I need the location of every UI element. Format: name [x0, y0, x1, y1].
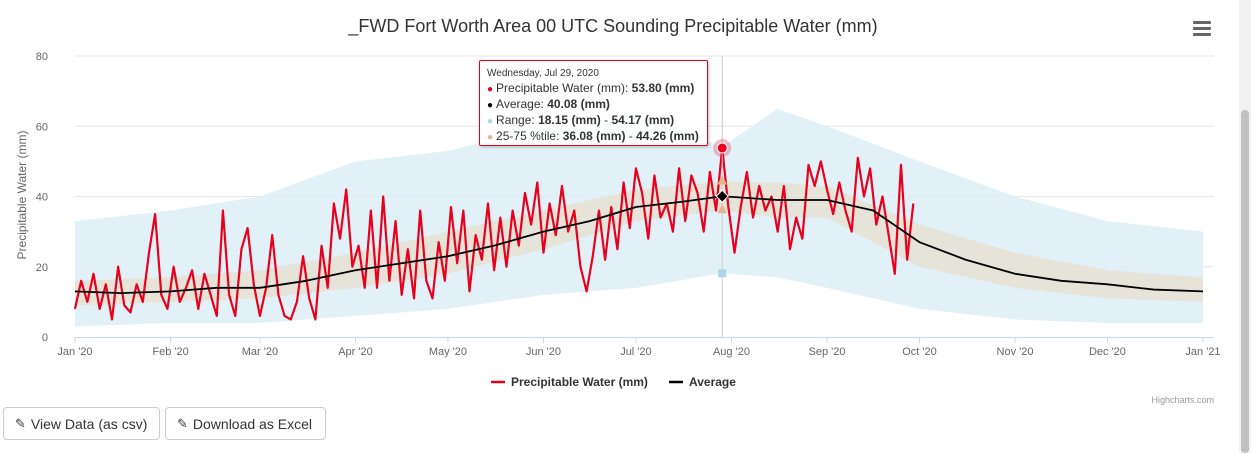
y-tick-label: 20	[36, 262, 48, 274]
legend-item-label[interactable]: Precipitable Water (mm)	[511, 375, 648, 389]
view-data-csv-button[interactable]: ✎ View Data (as csv)	[3, 407, 160, 440]
tooltip-row-observed: ● Precipitable Water (mm): 53.80 (mm)	[487, 81, 695, 95]
average-line	[74, 195, 1204, 294]
x-tick-label: May '20	[429, 346, 467, 358]
x-tick-label: Sep '20	[809, 346, 846, 358]
credits[interactable]: Highcharts.com	[1151, 395, 1214, 405]
series-lines	[73, 146, 1204, 321]
tooltip-value: 53.80 (mm)	[631, 81, 695, 95]
legend: Precipitable Water (mm) Average	[491, 375, 736, 389]
pencil-icon: ✎	[177, 415, 188, 431]
page-scrollbar[interactable]	[1239, 0, 1251, 453]
precipitable-water-line	[73, 146, 915, 321]
average-marker	[715, 189, 729, 203]
hover-markers	[713, 139, 732, 278]
tooltip-sep: -	[625, 129, 637, 143]
tooltip-row-average: ● Average: 40.08 (mm)	[487, 97, 610, 111]
hamburger-menu-icon[interactable]	[1190, 18, 1214, 40]
x-axis: Jan '20 Feb '20 Mar '20 Apr '20 May '20 Jun '…	[57, 337, 1221, 358]
x-tick-label: Mar '20	[242, 346, 278, 358]
x-tick-label: Jan '20	[57, 346, 92, 358]
tooltip-label: Average:	[496, 97, 548, 111]
chart-svg: _FWD Fort Worth Area 00 UTC Sounding Pre…	[15, 16, 1221, 405]
y-tick-label: 60	[36, 121, 48, 133]
y-tick-label: 0	[42, 332, 48, 344]
tooltip-date: Wednesday, Jul 29, 2020	[487, 68, 599, 79]
y-axis-title: Precipitable Water (mm)	[15, 131, 29, 260]
download-excel-button[interactable]: ✎ Download as Excel	[165, 407, 326, 440]
iqr-band	[75, 181, 1203, 306]
range-marker	[718, 269, 727, 278]
observed-marker	[716, 142, 728, 154]
tooltip-value: 54.17 (mm)	[611, 113, 675, 127]
tooltip-value: 36.08 (mm)	[562, 129, 626, 143]
y-axis: 0 20 40 60 80	[36, 51, 48, 344]
x-tick-label: Apr '20	[338, 346, 373, 358]
x-tick-label: Dec '20	[1089, 346, 1126, 358]
scrollbar-thumb[interactable]	[1241, 110, 1249, 453]
y-tick-label: 40	[36, 192, 48, 204]
x-tick-label: Jul '20	[620, 346, 651, 358]
tooltip-sep: -	[600, 113, 612, 127]
iqr-marker	[717, 175, 728, 185]
tooltip-value: 18.15 (mm)	[538, 113, 601, 127]
tooltip-value: 44.26 (mm)	[636, 129, 699, 143]
x-tick-label: Feb '20	[152, 346, 188, 358]
y-tick-label: 80	[36, 51, 48, 63]
x-tick-label: Aug '20	[713, 346, 750, 358]
tooltip-label: 25-75 %tile:	[496, 129, 563, 143]
tooltip-row-range: ● Range: 18.15 (mm) - 54.17 (mm)	[487, 113, 675, 127]
tooltip: Wednesday, Jul 29, 2020 ● Precipitable Wa…	[479, 60, 708, 146]
tooltip-label: Precipitable Water (mm):	[496, 81, 632, 95]
tooltip-row-iqr: ● 25-75 %tile: 36.08 (mm) - 44.26 (mm)	[487, 129, 699, 143]
view-data-csv-label: View Data (as csv)	[30, 415, 148, 432]
x-tick-label: Jan '21	[1185, 346, 1220, 358]
tooltip-value: 40.08 (mm)	[547, 97, 610, 111]
legend-item-label[interactable]: Average	[689, 375, 736, 389]
x-tick-label: Oct '20	[902, 346, 937, 358]
bands	[75, 108, 1203, 327]
iqr-marker	[717, 204, 728, 214]
x-tick-label: Nov '20	[997, 346, 1034, 358]
tooltip-label: Range:	[496, 113, 539, 127]
chart-title: _FWD Fort Worth Area 00 UTC Sounding Pre…	[347, 16, 877, 37]
pencil-icon: ✎	[15, 415, 26, 431]
download-excel-label: Download as Excel	[192, 415, 312, 432]
chart-container: _FWD Fort Worth Area 00 UTC Sounding Pre…	[15, 16, 1221, 405]
x-tick-label: Jun '20	[526, 346, 561, 358]
